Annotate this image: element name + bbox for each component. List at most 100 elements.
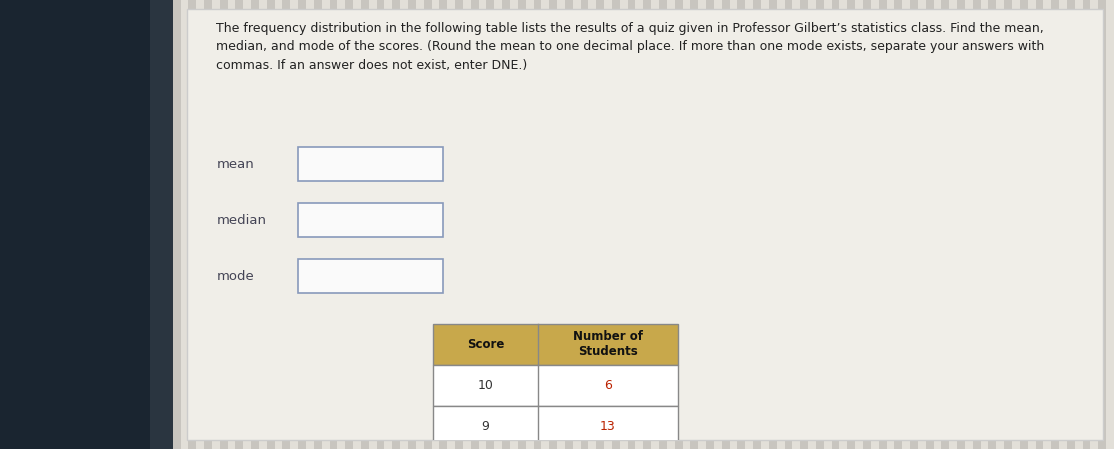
FancyBboxPatch shape (400, 0, 410, 449)
FancyBboxPatch shape (941, 0, 951, 449)
FancyBboxPatch shape (895, 0, 905, 449)
FancyBboxPatch shape (1075, 0, 1085, 449)
FancyBboxPatch shape (863, 0, 873, 449)
FancyBboxPatch shape (792, 0, 802, 449)
FancyBboxPatch shape (534, 0, 544, 449)
FancyBboxPatch shape (518, 0, 528, 449)
FancyBboxPatch shape (541, 0, 551, 449)
FancyBboxPatch shape (180, 0, 190, 449)
Text: The frequency distribution in the following table lists the results of a quiz gi: The frequency distribution in the follow… (216, 22, 1045, 72)
FancyBboxPatch shape (196, 0, 206, 449)
Text: median: median (216, 214, 266, 227)
FancyBboxPatch shape (596, 0, 606, 449)
Text: 13: 13 (599, 419, 615, 432)
FancyBboxPatch shape (1067, 0, 1077, 449)
FancyBboxPatch shape (227, 0, 237, 449)
FancyBboxPatch shape (698, 0, 709, 449)
FancyBboxPatch shape (1012, 0, 1023, 449)
FancyBboxPatch shape (369, 0, 379, 449)
FancyBboxPatch shape (251, 0, 261, 449)
FancyBboxPatch shape (706, 0, 716, 449)
FancyBboxPatch shape (299, 0, 309, 449)
Text: 10: 10 (478, 379, 494, 392)
FancyBboxPatch shape (455, 0, 466, 449)
FancyBboxPatch shape (1028, 0, 1038, 449)
FancyBboxPatch shape (1052, 0, 1062, 449)
FancyBboxPatch shape (753, 0, 763, 449)
FancyBboxPatch shape (392, 0, 402, 449)
FancyBboxPatch shape (988, 0, 998, 449)
FancyBboxPatch shape (526, 0, 536, 449)
FancyBboxPatch shape (510, 0, 520, 449)
FancyBboxPatch shape (384, 0, 394, 449)
FancyBboxPatch shape (433, 405, 677, 446)
FancyBboxPatch shape (1106, 0, 1114, 449)
FancyBboxPatch shape (580, 0, 590, 449)
FancyBboxPatch shape (377, 0, 387, 449)
FancyBboxPatch shape (297, 203, 442, 238)
FancyBboxPatch shape (204, 0, 214, 449)
FancyBboxPatch shape (910, 0, 920, 449)
FancyBboxPatch shape (297, 147, 442, 181)
FancyBboxPatch shape (823, 0, 833, 449)
FancyBboxPatch shape (283, 0, 293, 449)
FancyBboxPatch shape (423, 0, 433, 449)
Text: 9: 9 (481, 419, 489, 432)
FancyBboxPatch shape (871, 0, 881, 449)
FancyBboxPatch shape (808, 0, 818, 449)
FancyBboxPatch shape (965, 0, 975, 449)
FancyBboxPatch shape (447, 0, 458, 449)
FancyBboxPatch shape (258, 0, 270, 449)
FancyBboxPatch shape (730, 0, 740, 449)
FancyBboxPatch shape (918, 0, 928, 449)
FancyBboxPatch shape (0, 0, 150, 449)
FancyBboxPatch shape (187, 9, 1103, 440)
FancyBboxPatch shape (306, 0, 316, 449)
FancyBboxPatch shape (314, 0, 324, 449)
FancyBboxPatch shape (627, 0, 637, 449)
FancyBboxPatch shape (776, 0, 786, 449)
FancyBboxPatch shape (338, 0, 348, 449)
FancyBboxPatch shape (433, 365, 677, 405)
FancyBboxPatch shape (557, 0, 567, 449)
FancyBboxPatch shape (565, 0, 575, 449)
FancyBboxPatch shape (815, 0, 825, 449)
FancyBboxPatch shape (573, 0, 583, 449)
FancyBboxPatch shape (973, 0, 983, 449)
FancyBboxPatch shape (691, 0, 701, 449)
FancyBboxPatch shape (949, 0, 959, 449)
FancyBboxPatch shape (659, 0, 670, 449)
FancyBboxPatch shape (431, 0, 441, 449)
FancyBboxPatch shape (683, 0, 693, 449)
FancyBboxPatch shape (879, 0, 889, 449)
FancyBboxPatch shape (1059, 0, 1069, 449)
FancyBboxPatch shape (800, 0, 810, 449)
FancyBboxPatch shape (612, 0, 622, 449)
FancyBboxPatch shape (667, 0, 677, 449)
FancyBboxPatch shape (635, 0, 645, 449)
FancyBboxPatch shape (361, 0, 371, 449)
FancyBboxPatch shape (588, 0, 598, 449)
FancyBboxPatch shape (173, 0, 183, 449)
FancyBboxPatch shape (219, 0, 229, 449)
FancyBboxPatch shape (297, 259, 442, 294)
FancyBboxPatch shape (996, 0, 1006, 449)
FancyBboxPatch shape (433, 324, 677, 365)
FancyBboxPatch shape (934, 0, 944, 449)
FancyBboxPatch shape (212, 0, 222, 449)
FancyBboxPatch shape (1036, 0, 1046, 449)
Text: mode: mode (216, 270, 254, 283)
FancyBboxPatch shape (267, 0, 277, 449)
FancyBboxPatch shape (644, 0, 654, 449)
FancyBboxPatch shape (604, 0, 614, 449)
FancyBboxPatch shape (433, 446, 677, 449)
FancyBboxPatch shape (416, 0, 426, 449)
FancyBboxPatch shape (463, 0, 473, 449)
FancyBboxPatch shape (353, 0, 363, 449)
FancyBboxPatch shape (479, 0, 489, 449)
FancyBboxPatch shape (1044, 0, 1054, 449)
FancyBboxPatch shape (243, 0, 253, 449)
FancyBboxPatch shape (856, 0, 866, 449)
FancyBboxPatch shape (769, 0, 779, 449)
FancyBboxPatch shape (737, 0, 747, 449)
